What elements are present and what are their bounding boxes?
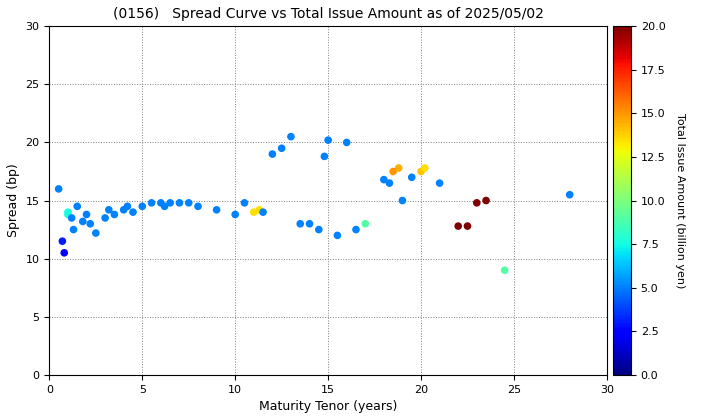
Point: [313, 226, 325, 233]
Point: [122, 203, 133, 210]
Point: [211, 207, 222, 213]
Point: [62, 211, 73, 218]
Point: [304, 220, 315, 227]
Point: [183, 200, 194, 206]
Point: [406, 174, 418, 181]
Point: [452, 223, 464, 229]
Point: [145, 200, 157, 206]
Point: [155, 200, 166, 206]
Point: [384, 180, 395, 186]
Point: [499, 267, 510, 273]
Y-axis label: Total Issue Amount (billion yen): Total Issue Amount (billion yen): [675, 113, 685, 288]
Point: [118, 207, 130, 213]
Title: (0156)   Spread Curve vs Total Issue Amount as of 2025/05/02: (0156) Spread Curve vs Total Issue Amoun…: [112, 7, 544, 21]
Point: [332, 232, 343, 239]
Point: [159, 203, 171, 210]
Point: [68, 226, 79, 233]
Point: [137, 203, 148, 210]
Point: [415, 168, 427, 175]
X-axis label: Maturity Tenor (years): Maturity Tenor (years): [259, 400, 397, 413]
Y-axis label: Spread (bp): Spread (bp): [7, 164, 20, 237]
Point: [359, 220, 371, 227]
Point: [71, 203, 83, 210]
Point: [397, 197, 408, 204]
Point: [434, 180, 446, 186]
Point: [103, 207, 114, 213]
Point: [90, 230, 102, 236]
Point: [99, 215, 111, 221]
Point: [319, 153, 330, 160]
Point: [127, 209, 139, 215]
Point: [341, 139, 353, 146]
Point: [564, 192, 575, 198]
Point: [462, 223, 473, 229]
Point: [109, 211, 120, 218]
Point: [294, 220, 306, 227]
Point: [248, 209, 259, 215]
Point: [387, 168, 399, 175]
Point: [174, 200, 185, 206]
Point: [350, 226, 361, 233]
Point: [276, 145, 287, 152]
Point: [323, 137, 334, 144]
Point: [253, 207, 265, 213]
Point: [192, 203, 204, 210]
Point: [378, 176, 390, 183]
Point: [66, 215, 78, 221]
Point: [57, 238, 68, 244]
Point: [84, 220, 96, 227]
Point: [230, 211, 241, 218]
Point: [77, 218, 89, 225]
Point: [257, 209, 269, 215]
Point: [58, 249, 70, 256]
Point: [266, 151, 278, 158]
Point: [164, 200, 176, 206]
Point: [62, 209, 73, 215]
Point: [81, 211, 92, 218]
Point: [480, 197, 492, 204]
Point: [393, 165, 405, 171]
Point: [53, 186, 64, 192]
Point: [471, 200, 482, 206]
Point: [285, 133, 297, 140]
Point: [239, 200, 251, 206]
Point: [419, 165, 431, 171]
